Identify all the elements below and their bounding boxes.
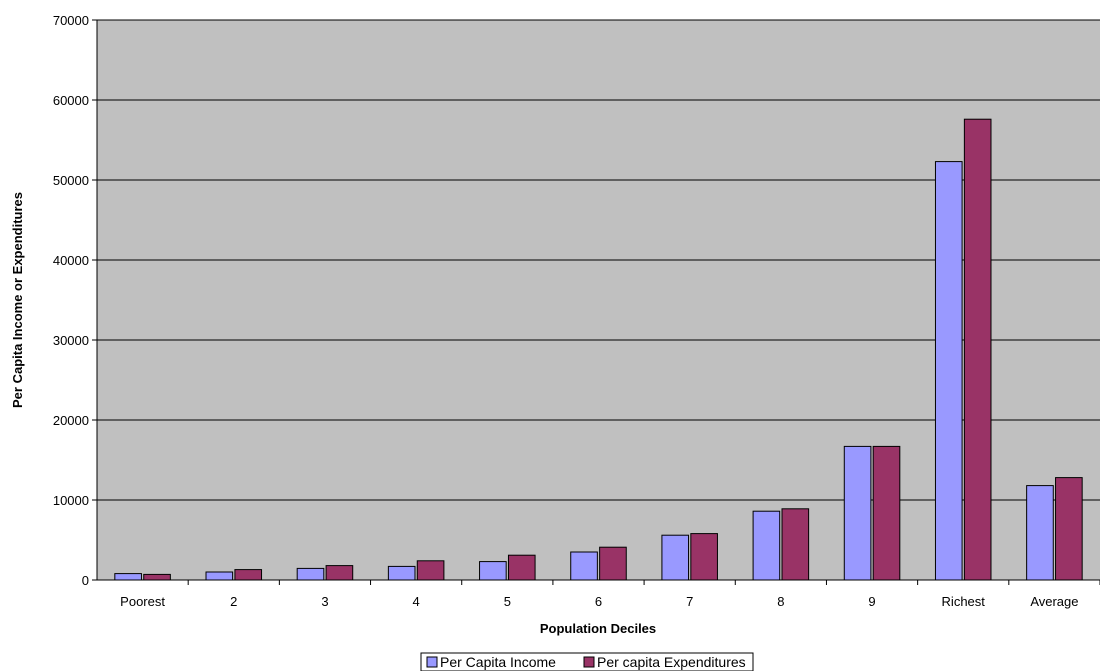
legend-label-expenditures: Per capita Expenditures [597, 654, 746, 670]
bar-income [387, 565, 416, 581]
x-tick-label: Average [1030, 594, 1078, 609]
legend-swatch-income [426, 656, 438, 668]
bar-income [479, 561, 507, 581]
legend-label-income: Per Capita Income [440, 654, 556, 670]
bar-income [205, 571, 234, 581]
bar-income [570, 551, 598, 581]
y-tick-label: 10000 [53, 493, 89, 508]
bar-expenditures [507, 554, 536, 581]
x-axis-title: Population Deciles [540, 621, 656, 636]
legend: Per Capita Income Per capita Expenditure… [420, 652, 754, 671]
x-tick-label: 6 [595, 594, 602, 609]
y-tick-label: 50000 [53, 173, 89, 188]
bar-income [661, 534, 690, 581]
y-tick-label: 0 [82, 573, 89, 588]
y-axis-title: Per Capita Income or Expenditures [10, 192, 25, 408]
x-tick-label: 4 [413, 594, 420, 609]
x-tick-label: Poorest [120, 594, 165, 609]
y-tick-label: 30000 [53, 333, 89, 348]
axes [96, 20, 1100, 581]
x-tick-label: 7 [686, 594, 693, 609]
x-tick-label: 8 [777, 594, 784, 609]
bar-expenditures [325, 565, 354, 581]
bar-income [752, 510, 781, 581]
bar-income [114, 573, 142, 581]
bar-expenditures [690, 533, 718, 581]
bar-expenditures [416, 560, 445, 581]
y-tick-label: 70000 [53, 13, 89, 28]
bars [114, 118, 1083, 581]
plot-area [97, 20, 1100, 580]
legend-swatch-expenditures [583, 656, 595, 668]
bar-expenditures [599, 546, 627, 581]
bar-expenditures [781, 508, 810, 581]
x-tick-label: 9 [868, 594, 875, 609]
bar-expenditures [234, 569, 263, 581]
x-tick-label: 5 [504, 594, 511, 609]
x-tick-label: 2 [230, 594, 237, 609]
bar-expenditures [963, 118, 992, 581]
bar-income [934, 161, 963, 581]
y-tick-label: 20000 [53, 413, 89, 428]
bar-income [1026, 485, 1054, 581]
bar-expenditures [143, 573, 171, 581]
bar-income [843, 445, 872, 581]
bar-income [296, 567, 325, 581]
bar-expenditures [872, 445, 901, 581]
y-ticks: 0 10000 20000 30000 40000 50000 60000 70000 [53, 13, 97, 588]
x-ticks: Poorest 2 3 4 5 6 7 8 9 Richest Average [120, 580, 1100, 609]
gridlines [97, 19, 1100, 501]
y-tick-label: 40000 [53, 253, 89, 268]
bar-expenditures [1055, 477, 1083, 581]
y-tick-label: 60000 [53, 93, 89, 108]
x-tick-label: Richest [942, 594, 986, 609]
x-tick-label: 3 [321, 594, 328, 609]
